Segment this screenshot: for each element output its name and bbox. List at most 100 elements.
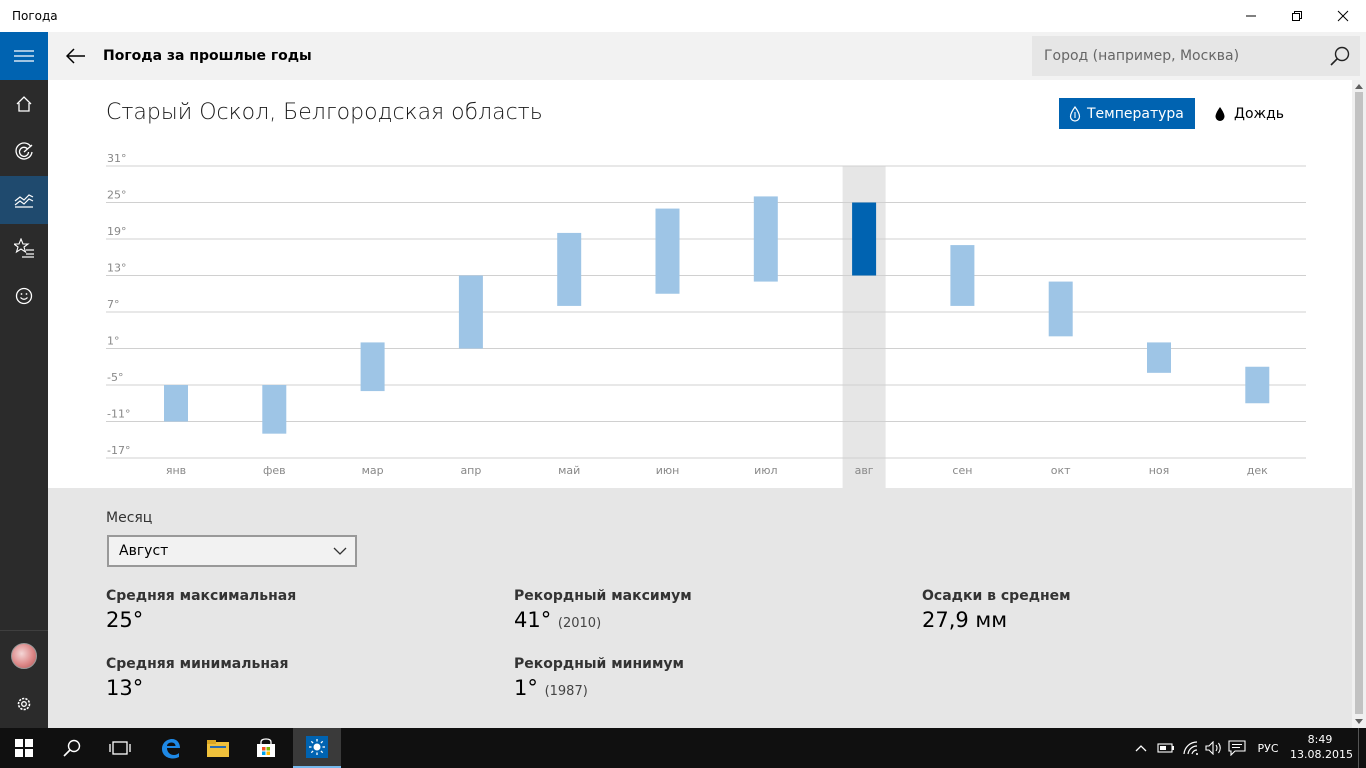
x-tick-label: окт <box>1051 464 1071 477</box>
y-tick-label: -17° <box>107 444 130 457</box>
settings-button[interactable] <box>0 680 48 728</box>
scroll-down-button[interactable] <box>1352 716 1366 728</box>
smiley-icon <box>15 287 33 305</box>
x-tick-label: май <box>558 464 580 477</box>
thermometer-drop-icon <box>1069 105 1081 122</box>
temperature-range-bar <box>950 245 975 306</box>
caret-down-icon <box>1355 719 1363 724</box>
sidebar <box>0 32 48 728</box>
city-title: Старый Оскол, Белгородская область <box>106 100 543 125</box>
edge-browser-icon <box>162 739 180 759</box>
sidebar-item-feedback[interactable] <box>0 272 48 320</box>
chevron-down-icon <box>333 547 347 555</box>
hamburger-icon <box>14 50 34 62</box>
month-selected-value: Август <box>119 543 169 559</box>
account-button[interactable] <box>0 632 48 680</box>
scroll-thumb[interactable] <box>1355 92 1363 714</box>
sidebar-item-historical[interactable] <box>0 176 48 224</box>
avg-min-label: Средняя минимальная <box>106 656 289 672</box>
y-tick-label: 1° <box>107 335 120 348</box>
x-tick-label: апр <box>460 464 481 477</box>
stat-precipitation: Осадки в среднем 27,9 мм <box>922 588 1071 632</box>
page-title: Погода за прошлые годы <box>103 48 312 64</box>
temperature-range-bar <box>1147 342 1171 373</box>
avatar <box>11 643 37 669</box>
taskbar-file-explorer[interactable] <box>194 728 242 768</box>
month-dropdown[interactable]: Август <box>107 535 357 567</box>
search-button[interactable] <box>1320 36 1360 76</box>
clock[interactable]: 8:49 13.08.2015 <box>1290 732 1353 762</box>
x-tick-label: дек <box>1247 464 1268 477</box>
taskbar-weather[interactable] <box>293 728 341 768</box>
notifications-button[interactable] <box>1226 728 1248 768</box>
taskbar-search-button[interactable] <box>48 728 96 768</box>
precip-value: 27,9 мм <box>922 608 1008 632</box>
sidebar-item-places[interactable] <box>0 224 48 272</box>
language-indicator[interactable]: РУС <box>1250 728 1286 768</box>
sidebar-item-forecast[interactable] <box>0 80 48 128</box>
minimize-icon <box>1246 15 1256 17</box>
x-tick-label: июн <box>656 464 680 477</box>
start-button[interactable] <box>0 728 48 768</box>
y-tick-label: 7° <box>107 298 120 311</box>
x-tick-label: мар <box>362 464 384 477</box>
hamburger-menu-button[interactable] <box>0 32 48 80</box>
close-button[interactable] <box>1320 0 1366 32</box>
volume-tray-button[interactable] <box>1204 728 1224 768</box>
vertical-scrollbar[interactable] <box>1352 80 1366 728</box>
temperature-range-bar <box>557 232 582 306</box>
search-box <box>1032 36 1360 76</box>
y-tick-label: 31° <box>107 152 127 165</box>
x-tick-label: янв <box>166 464 186 477</box>
battery-tray-button[interactable] <box>1155 728 1177 768</box>
task-view-button[interactable] <box>96 728 144 768</box>
temperature-range-bar <box>262 385 287 434</box>
caret-up-icon <box>1355 84 1363 89</box>
minimize-button[interactable] <box>1228 0 1274 32</box>
clock-time: 8:49 <box>1307 733 1333 746</box>
scroll-up-button[interactable] <box>1352 80 1366 92</box>
temperature-range-bar <box>852 202 877 276</box>
y-tick-label: 13° <box>107 262 127 275</box>
gear-icon <box>17 697 31 711</box>
x-tick-label: сен <box>952 464 972 477</box>
precip-label: Осадки в среднем <box>922 588 1071 604</box>
record-max-year: (2010) <box>557 616 602 631</box>
action-center-icon <box>1228 740 1246 756</box>
x-tick-label: июл <box>754 464 777 477</box>
search-icon <box>1330 46 1350 66</box>
windows-logo-icon <box>15 739 33 757</box>
historical-chart-icon <box>14 194 34 208</box>
taskbar: РУС 8:49 13.08.2015 <box>0 728 1366 768</box>
temperature-range-bar <box>655 208 680 294</box>
battery-icon <box>1157 743 1174 753</box>
temperature-range-bar <box>360 342 385 392</box>
chevron-up-icon <box>1135 745 1147 752</box>
header: Погода за прошлые годы <box>48 32 1366 80</box>
taskbar-store[interactable] <box>242 728 290 768</box>
taskbar-edge[interactable] <box>146 728 194 768</box>
sidebar-item-maps[interactable] <box>0 128 48 176</box>
x-tick-label: ноя <box>1149 464 1170 477</box>
temperature-range-bar <box>753 196 778 282</box>
network-tray-button[interactable] <box>1180 728 1204 768</box>
back-button[interactable] <box>58 38 94 74</box>
search-input[interactable] <box>1032 36 1322 76</box>
x-tick-label: фев <box>263 464 286 477</box>
show-hidden-icons-button[interactable] <box>1132 728 1150 768</box>
language-label: РУС <box>1257 741 1279 755</box>
weather-sun-icon <box>306 736 328 758</box>
month-label: Месяц <box>106 510 153 526</box>
temperature-toggle-button[interactable]: Температура <box>1059 98 1195 129</box>
radar-icon <box>15 142 33 160</box>
record-min-year: (1987) <box>544 684 588 699</box>
y-tick-label: 25° <box>107 189 127 202</box>
sidebar-divider <box>0 630 48 631</box>
rain-toggle-button[interactable]: Дождь <box>1214 98 1284 129</box>
search-icon <box>63 739 81 757</box>
temperature-chart: 31° 25° 19° 13° 7° 1° -5° -11° -17° янв фев мар апр м… <box>106 152 1306 488</box>
y-tick-label: -11° <box>107 408 130 421</box>
restore-button[interactable] <box>1274 0 1320 32</box>
show-desktop-button[interactable] <box>1358 728 1366 768</box>
temperature-toggle-label: Температура <box>1087 105 1184 122</box>
